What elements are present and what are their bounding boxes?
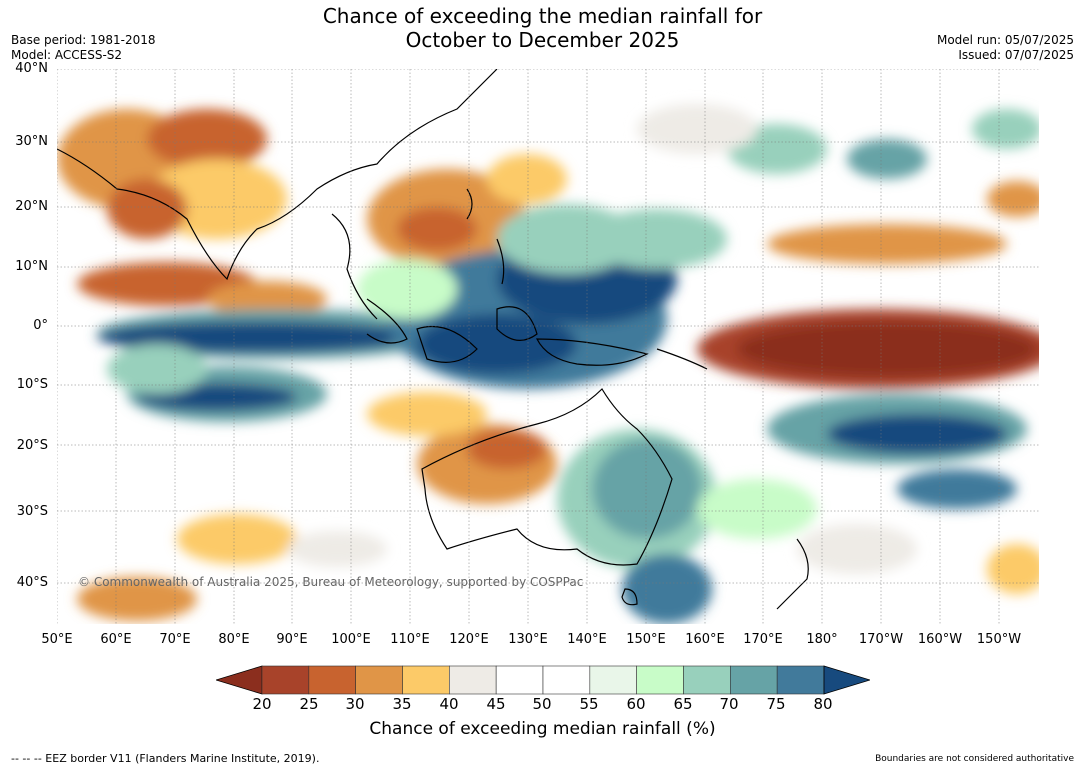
lat-label-equator: 0° [33, 318, 48, 333]
lon-label-170w: 170°W [858, 632, 904, 647]
colorbar-cell [636, 665, 684, 695]
lat-label-40s: 40°S [16, 575, 48, 590]
lon-label-110e: 110°E [390, 632, 430, 647]
colorbar-tick-40: 40 [439, 695, 459, 713]
colorbar-cell [402, 665, 450, 695]
lon-label-90e: 90°E [276, 632, 308, 647]
colorbar-tick-20: 20 [252, 695, 272, 713]
colorbar-under-arrow [216, 665, 263, 695]
colorbar-cell [730, 665, 778, 695]
lat-label-30s: 30°S [16, 504, 48, 519]
lat-label-10s: 10°S [16, 377, 48, 392]
base-period: Base period: 1981-2018 [11, 33, 156, 47]
colorbar-cell [495, 665, 544, 695]
lon-label-170e: 170°E [743, 632, 783, 647]
meta-left: Base period: 1981-2018 Model: ACCESS-S2 [11, 33, 156, 63]
lon-label-120e: 120°E [449, 632, 489, 647]
colorbar-cell [542, 665, 591, 695]
colorbar [216, 665, 870, 695]
colorbar-tick-60: 60 [626, 695, 646, 713]
lon-label-50e: 50°E [41, 632, 73, 647]
eez-border-note: -- -- -- EEZ border V11 (Flanders Marine… [11, 752, 320, 765]
lon-label-130e: 130°E [508, 632, 548, 647]
colorbar-cell [449, 665, 497, 695]
lon-label-60e: 60°E [100, 632, 132, 647]
colorbar-tick-25: 25 [299, 695, 319, 713]
coastlines [57, 69, 809, 610]
model-name: Model: ACCESS-S2 [11, 48, 123, 62]
colorbar-cell [683, 665, 731, 695]
map-title: Chance of exceeding the median rainfall … [0, 4, 1085, 52]
colorbar-tick-70: 70 [719, 695, 739, 713]
meta-right: Model run: 05/07/2025 Issued: 07/07/2025 [937, 33, 1074, 63]
colorbar-tick-50: 50 [532, 695, 552, 713]
lon-label-80e: 80°E [218, 632, 250, 647]
colorbar-cell [261, 665, 310, 695]
lon-label-100e: 100°E [331, 632, 371, 647]
lat-label-20n: 20°N [15, 199, 48, 214]
colorbar-tick-75: 75 [766, 695, 786, 713]
lon-label-150e: 150°E [626, 632, 666, 647]
model-run: Model run: 05/07/2025 [936, 33, 1074, 47]
lon-label-70e: 70°E [159, 632, 191, 647]
colorbar-over-arrow [823, 665, 870, 695]
lat-label-40n: 40°N [15, 61, 48, 76]
lon-label-160w: 160°W [917, 632, 963, 647]
copyright-notice: © Commonwealth of Australia 2025, Bureau… [78, 575, 584, 589]
lat-label-20s: 20°S [16, 438, 48, 453]
colorbar-cell [776, 665, 825, 695]
colorbar-cell [355, 665, 403, 695]
colorbar-tick-35: 35 [392, 695, 412, 713]
colorbar-cell [589, 665, 637, 695]
lon-label-150w: 150°W [976, 632, 1022, 647]
issued-date: Issued: 07/07/2025 [958, 48, 1074, 62]
colorbar-title: Chance of exceeding median rainfall (%) [369, 719, 716, 739]
rainfall-map [57, 69, 1039, 624]
lat-label-10n: 10°N [15, 259, 48, 274]
colorbar-cell [308, 665, 356, 695]
title-line-2: October to December 2025 [405, 28, 680, 52]
colorbar-tick-30: 30 [345, 695, 365, 713]
probability-field [57, 104, 1039, 624]
graticule [57, 69, 1039, 624]
lon-label-180: 180° [806, 632, 838, 647]
lon-label-160e: 160°E [685, 632, 725, 647]
title-line-1: Chance of exceeding the median rainfall … [322, 4, 763, 28]
lat-label-30n: 30°N [15, 134, 48, 149]
boundaries-disclaimer: Boundaries are not considered authoritat… [875, 754, 1074, 764]
colorbar-tick-65: 65 [673, 695, 693, 713]
colorbar-tick-80: 80 [813, 695, 833, 713]
colorbar-tick-55: 55 [579, 695, 599, 713]
lon-label-140e: 140°E [567, 632, 607, 647]
colorbar-cells [261, 665, 825, 695]
colorbar-tick-45: 45 [486, 695, 506, 713]
